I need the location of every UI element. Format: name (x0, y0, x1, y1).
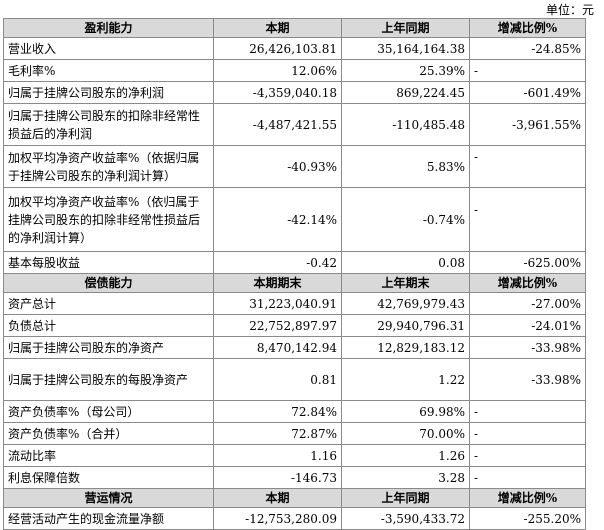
prior-value: 5.83% (341, 145, 470, 188)
current-value: -12,753,280.09 (213, 507, 342, 530)
prior-value: -110,485.48 (341, 103, 470, 146)
financial-indicators-table: 盈利能力 本期 上年同期 增减比例% 营业收入 26,426,103.81 35… (3, 18, 586, 530)
row-label: 负债总计 (3, 314, 214, 337)
table-row: 负债总计 22,752,897.97 29,940,796.31 -24.01% (3, 314, 586, 337)
current-value: 72.84% (213, 400, 342, 423)
header-cell: 增减比例% (469, 18, 586, 38)
header-cell: 增减比例% (469, 273, 586, 293)
header-cell: 上年同期 (341, 488, 470, 508)
current-value: -40.93% (213, 145, 342, 188)
prior-value: 25.39% (341, 59, 470, 82)
change-value: - (469, 400, 586, 423)
prior-value: 69.98% (341, 400, 470, 423)
header-cell: 上年同期 (341, 18, 470, 38)
table-row: 资产负债率%（母公司） 72.84% 69.98% - (3, 400, 586, 423)
table-row: 归属于挂牌公司股东的净资产 8,470,142.94 12,829,183.12… (3, 336, 586, 359)
row-label: 归属于挂牌公司股东的每股净资产 (3, 358, 214, 401)
table-row: 加权平均净资产收益率%（依据归属于挂牌公司股东的净利润计算） -40.93% 5… (3, 145, 586, 188)
prior-value: 3.28 (341, 466, 470, 489)
row-label: 经营活动产生的现金流量净额 (3, 507, 214, 530)
change-value: - (469, 187, 586, 252)
current-value: 0.81 (213, 358, 342, 401)
prior-value: 42,769,979.43 (341, 292, 470, 315)
change-value: -27.00% (469, 292, 586, 315)
row-label: 流动比率 (3, 444, 214, 467)
current-value: 8,470,142.94 (213, 336, 342, 359)
table-row: 利息保障倍数 -146.73 3.28 - (3, 466, 586, 489)
section-header-operations: 营运情况 本期 上年同期 增减比例% (3, 488, 586, 508)
table-row: 流动比率 1.16 1.26 - (3, 444, 586, 467)
table-row: 经营活动产生的现金流量净额 -12,753,280.09 -3,590,433.… (3, 507, 586, 530)
section-header-solvency: 偿债能力 本期期末 上年期末 增减比例% (3, 273, 586, 293)
prior-value: 12,829,183.12 (341, 336, 470, 359)
change-value: - (469, 422, 586, 445)
prior-value: 29,940,796.31 (341, 314, 470, 337)
row-label: 资产负债率%（母公司） (3, 400, 214, 423)
row-label: 加权平均净资产收益率%（依归属于挂牌公司股东的扣除非经常性损益后的净利润计算） (3, 187, 214, 252)
change-value: -255.20% (469, 507, 586, 530)
table-row: 营业收入 26,426,103.81 35,164,164.38 -24.85% (3, 37, 586, 60)
current-value: -4,359,040.18 (213, 81, 342, 104)
header-cell: 本期期末 (213, 273, 342, 293)
current-value: 12.06% (213, 59, 342, 82)
row-label: 归属于挂牌公司股东的扣除非经常性损益后的净利润 (3, 103, 214, 146)
change-value: -24.85% (469, 37, 586, 60)
prior-value: -3,590,433.72 (341, 507, 470, 530)
current-value: -4,487,421.55 (213, 103, 342, 146)
change-value: -24.01% (469, 314, 586, 337)
table-row: 资产总计 31,223,040.91 42,769,979.43 -27.00% (3, 292, 586, 315)
current-value: 31,223,040.91 (213, 292, 342, 315)
current-value: -0.42 (213, 251, 342, 274)
header-cell: 上年期末 (341, 273, 470, 293)
row-label: 资产负债率%（合并） (3, 422, 214, 445)
change-value: -601.49% (469, 81, 586, 104)
unit-label: 单位：元 (545, 3, 594, 17)
header-cell: 偿债能力 (3, 273, 214, 293)
current-value: 72.87% (213, 422, 342, 445)
section-header-profitability: 盈利能力 本期 上年同期 增减比例% (3, 18, 586, 38)
change-value: -3,961.55% (469, 103, 586, 146)
prior-value: 0.08 (341, 251, 470, 274)
row-label: 归属于挂牌公司股东的净资产 (3, 336, 214, 359)
header-cell: 本期 (213, 18, 342, 38)
row-label: 归属于挂牌公司股东的净利润 (3, 81, 214, 104)
change-value: - (469, 466, 586, 489)
row-label: 利息保障倍数 (3, 466, 214, 489)
change-value: - (469, 444, 586, 467)
prior-value: 1.26 (341, 444, 470, 467)
current-value: 26,426,103.81 (213, 37, 342, 60)
prior-value: 70.00% (341, 422, 470, 445)
current-value: -42.14% (213, 187, 342, 252)
table-row: 归属于挂牌公司股东的每股净资产 0.81 1.22 -33.98% (3, 358, 586, 401)
row-label: 毛利率% (3, 59, 214, 82)
row-label: 加权平均净资产收益率%（依据归属于挂牌公司股东的净利润计算） (3, 145, 214, 188)
change-value: -625.00% (469, 251, 586, 274)
header-cell: 本期 (213, 488, 342, 508)
row-label: 资产总计 (3, 292, 214, 315)
prior-value: 869,224.45 (341, 81, 470, 104)
prior-value: -0.74% (341, 187, 470, 252)
prior-value: 35,164,164.38 (341, 37, 470, 60)
current-value: -146.73 (213, 466, 342, 489)
table-row: 资产负债率%（合并） 72.87% 70.00% - (3, 422, 586, 445)
header-cell: 营运情况 (3, 488, 214, 508)
header-cell: 盈利能力 (3, 18, 214, 38)
table-row: 基本每股收益 -0.42 0.08 -625.00% (3, 251, 586, 274)
current-value: 22,752,897.97 (213, 314, 342, 337)
table-row: 归属于挂牌公司股东的扣除非经常性损益后的净利润 -4,487,421.55 -1… (3, 103, 586, 146)
prior-value: 1.22 (341, 358, 470, 401)
change-value: - (469, 59, 586, 82)
header-cell: 增减比例% (469, 488, 586, 508)
change-value: - (469, 145, 586, 188)
table-row: 加权平均净资产收益率%（依归属于挂牌公司股东的扣除非经常性损益后的净利润计算） … (3, 187, 586, 252)
change-value: -33.98% (469, 358, 586, 401)
table-row: 毛利率% 12.06% 25.39% - (3, 59, 586, 82)
current-value: 1.16 (213, 444, 342, 467)
table-row: 归属于挂牌公司股东的净利润 -4,359,040.18 869,224.45 -… (3, 81, 586, 104)
row-label: 基本每股收益 (3, 251, 214, 274)
row-label: 营业收入 (3, 37, 214, 60)
change-value: -33.98% (469, 336, 586, 359)
